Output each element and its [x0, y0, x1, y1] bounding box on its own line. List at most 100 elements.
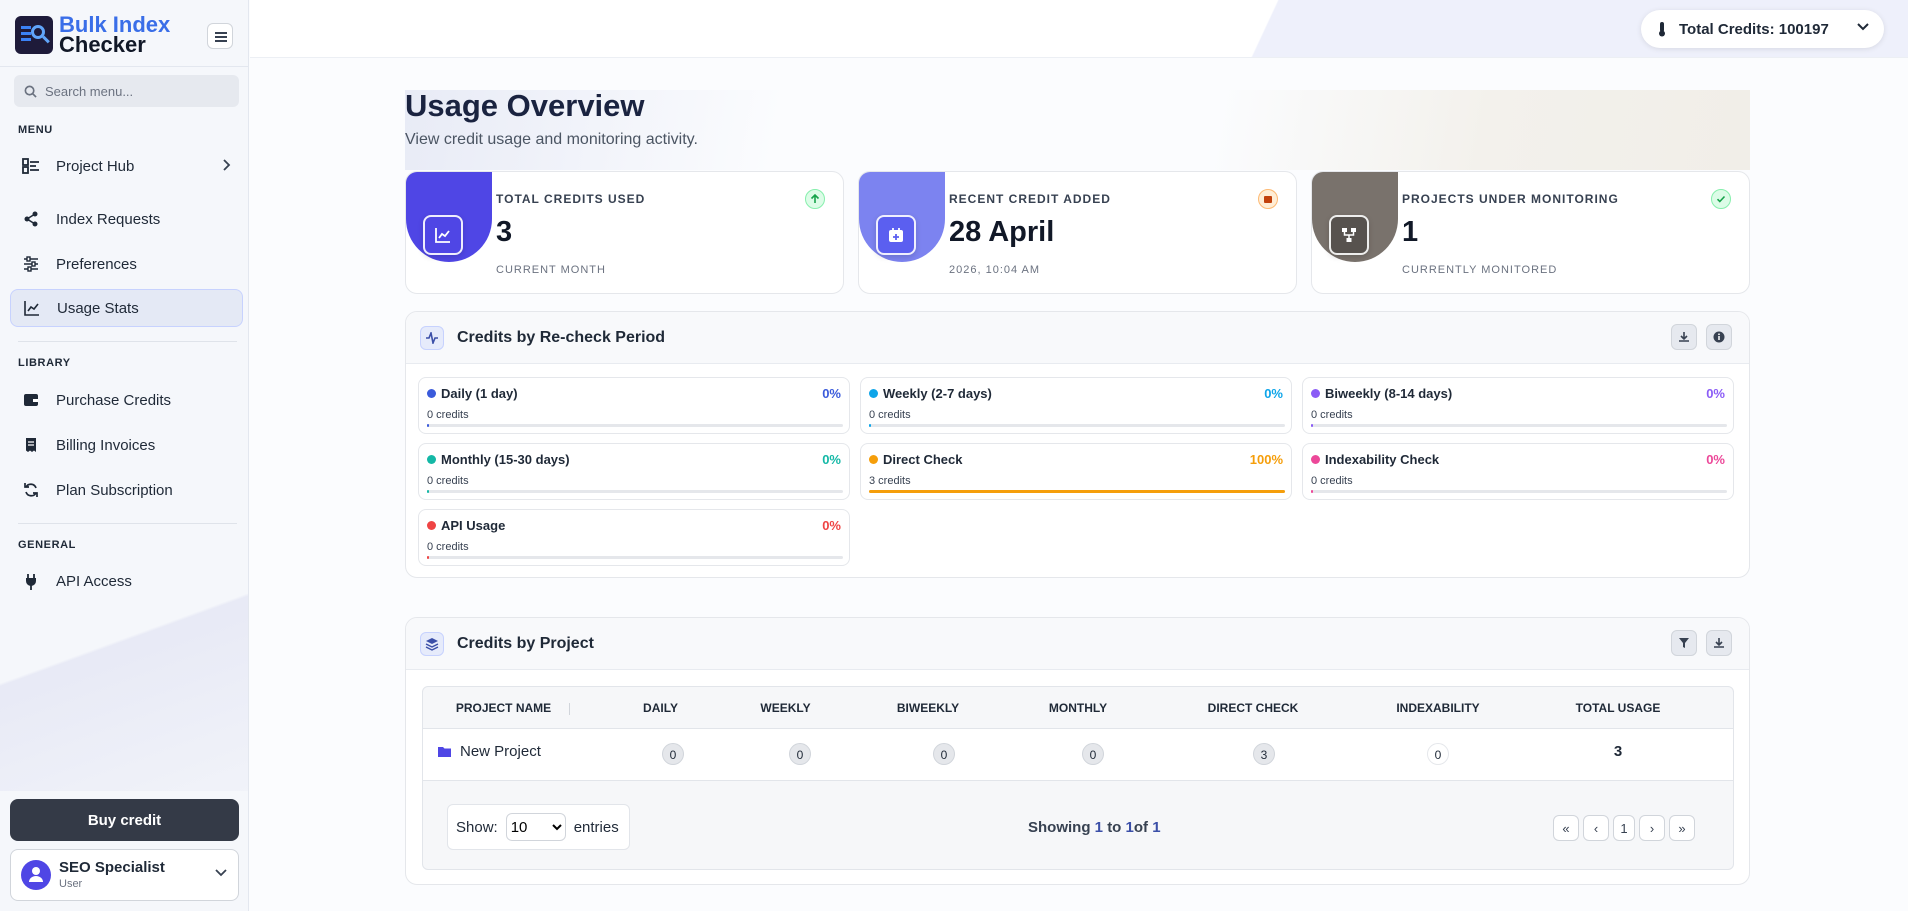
stat-value: 28 April	[949, 216, 1055, 248]
chevron-down-icon	[215, 869, 227, 877]
sidebar-item-plan-subscription[interactable]: Plan Subscription	[10, 471, 243, 509]
count-chip: 0	[1427, 743, 1449, 765]
showing-of-word: of	[1133, 819, 1149, 836]
column-header-label: WEEKLY	[760, 701, 811, 715]
progress-track	[1311, 424, 1727, 427]
stat-label: RECENT CREDIT ADDED	[949, 192, 1111, 206]
user-menu[interactable]: SEO Specialist User	[10, 849, 239, 901]
info-button[interactable]	[1706, 324, 1732, 350]
period-card-weekly: Weekly (2-7 days) 0% 0 credits	[860, 377, 1292, 434]
sidebar-item-api-access[interactable]: API Access	[10, 562, 243, 600]
series-dot	[427, 455, 436, 464]
sidebar-item-purchase-credits[interactable]: Purchase Credits	[10, 381, 243, 419]
download-button[interactable]	[1671, 324, 1697, 350]
first-page-button[interactable]: «	[1553, 815, 1579, 841]
search-icon	[24, 85, 37, 98]
arrow-up-icon	[805, 189, 825, 209]
pulse-icon	[420, 326, 444, 350]
period-percent: 0%	[1706, 452, 1725, 467]
period-credits: 0 credits	[427, 475, 469, 487]
column-header-monthly[interactable]: MONTHLY	[1003, 701, 1153, 715]
calendar-plus-icon	[876, 215, 916, 255]
page-size-select[interactable]: 10	[505, 813, 566, 841]
period-percent: 0%	[1264, 386, 1283, 401]
column-header-daily[interactable]: DAILY	[603, 701, 718, 715]
period-card-daily: Daily (1 day) 0% 0 credits	[418, 377, 850, 434]
progress-fill	[869, 490, 1285, 493]
folder-icon	[438, 746, 451, 757]
column-header-label: INDEXABILITY	[1396, 701, 1480, 715]
table-row[interactable]: New Project 0 0 0 0 3 0 3	[423, 729, 1733, 781]
period-percent: 100%	[1249, 452, 1283, 467]
sidebar-item-label: Preferences	[56, 255, 137, 273]
column-header-indexability[interactable]: INDEXABILITY	[1353, 701, 1523, 715]
menu-toggle-icon[interactable]	[207, 23, 233, 49]
page-number-button[interactable]: 1	[1613, 815, 1635, 841]
section-title-library: LIBRARY	[18, 357, 71, 369]
show-label: Show:	[456, 818, 498, 836]
showing-to-word: to	[1107, 819, 1122, 836]
series-dot	[869, 389, 878, 398]
sidebar-item-usage-stats[interactable]: Usage Stats	[10, 289, 243, 327]
download-icon	[1714, 638, 1724, 648]
total-usage-cell: 3	[1613, 743, 1623, 760]
progress-track	[427, 490, 843, 493]
sidebar-item-preferences[interactable]: Preferences	[10, 245, 243, 283]
user-icon	[29, 867, 43, 882]
refresh-icon	[22, 481, 40, 499]
column-header-label: BIWEEKLY	[896, 701, 960, 715]
project-name-cell: New Project	[437, 743, 541, 760]
prev-page-button[interactable]: ‹	[1583, 815, 1609, 841]
sidebar-item-index-requests[interactable]: Index Requests	[10, 200, 243, 238]
period-card-direct-check: Direct Check 100% 3 credits	[860, 443, 1292, 500]
sliders-icon	[22, 255, 40, 273]
last-page-button[interactable]: »	[1669, 815, 1695, 841]
next-page-button[interactable]: ›	[1639, 815, 1665, 841]
brand-line-1: Bulk Index	[59, 12, 171, 37]
calendar-icon	[1258, 189, 1278, 209]
column-header-total-usage[interactable]: TOTAL USAGE	[1523, 701, 1713, 715]
indexability-cell: 0	[1418, 743, 1458, 765]
brand-logo[interactable]: Bulk Index Checker	[15, 12, 171, 56]
project-hub-icon	[22, 157, 40, 175]
series-dot	[427, 521, 436, 530]
column-header-biweekly[interactable]: BIWEEKLY	[853, 701, 1003, 715]
column-header-direct-check[interactable]: DIRECT CHECK	[1153, 701, 1353, 715]
filter-button[interactable]	[1671, 630, 1697, 656]
column-header-label: DAILY	[643, 701, 678, 715]
column-header-weekly[interactable]: WEEKLY	[718, 701, 853, 715]
showing-prefix: Showing	[1028, 819, 1091, 836]
user-name: SEO Specialist	[59, 859, 165, 876]
panel-title: Credits by Project	[457, 635, 594, 652]
showing-from: 1	[1094, 819, 1104, 836]
progress-fill	[1311, 490, 1313, 493]
count-chip: 0	[933, 743, 955, 765]
period-name: Weekly (2-7 days)	[883, 386, 992, 401]
buy-credit-button[interactable]: Buy credit	[10, 799, 239, 841]
search-input[interactable]	[45, 83, 225, 99]
showing-to: 1	[1125, 819, 1134, 836]
layers-icon	[420, 632, 444, 656]
progress-track	[869, 490, 1285, 493]
period-card-monthly: Monthly (15-30 days) 0% 0 credits	[418, 443, 850, 500]
sidebar-search[interactable]	[14, 75, 239, 107]
progress-track	[869, 424, 1285, 427]
direct-check-cell: 3	[1244, 743, 1284, 765]
total-credits-dropdown[interactable]: Total Credits: 100197	[1641, 10, 1884, 48]
sidebar: Bulk Index Checker MENU Project Hub Inde…	[0, 0, 249, 911]
column-header-project-name[interactable]: PROJECT NAME	[423, 701, 603, 715]
period-credits: 0 credits	[427, 409, 469, 421]
page-title: Usage Overview	[405, 88, 645, 123]
progress-fill	[427, 490, 429, 493]
sitemap-icon	[1329, 215, 1369, 255]
sidebar-item-billing-invoices[interactable]: Billing Invoices	[10, 426, 243, 464]
logo-icon	[15, 16, 53, 54]
stat-sub: CURRENTLY MONITORED	[1402, 264, 1558, 276]
stat-label: PROJECTS UNDER MONITORING	[1402, 192, 1619, 206]
sidebar-divider	[18, 341, 237, 342]
download-button[interactable]	[1706, 630, 1732, 656]
period-percent: 0%	[822, 518, 841, 533]
count-chip: 0	[789, 743, 811, 765]
weekly-cell: 0	[780, 743, 820, 765]
sidebar-item-project-hub[interactable]: Project Hub	[10, 147, 243, 185]
